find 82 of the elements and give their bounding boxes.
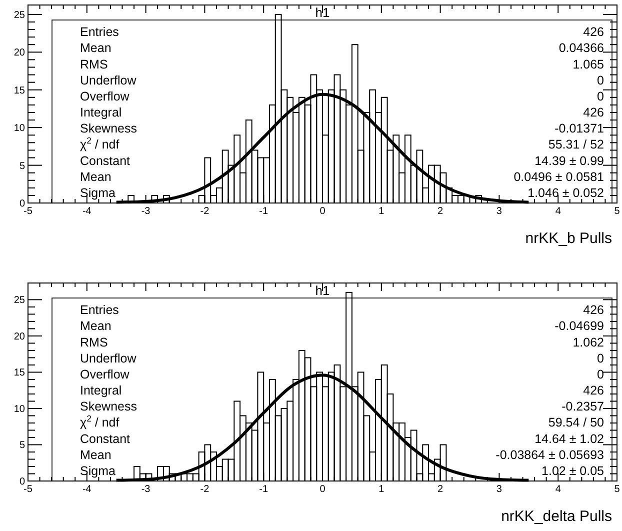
x-tick-label: 5 xyxy=(614,484,620,495)
annotation: Overflow xyxy=(80,89,130,104)
y-tick-label: 5 xyxy=(19,440,26,452)
annotation: RMS xyxy=(80,335,108,350)
annotation: Mean xyxy=(80,448,112,462)
chart-title: h1 xyxy=(315,283,330,298)
x-tick-label: 3 xyxy=(496,484,502,495)
x-tick-label: 0 xyxy=(320,206,326,217)
x-tick-label: -2 xyxy=(200,206,210,217)
x-tick-label: -1 xyxy=(259,206,268,217)
annotation: Mean xyxy=(80,319,112,334)
annotation: Skewness xyxy=(80,122,137,136)
y-tick-label: 15 xyxy=(14,368,26,379)
annotation: 0.04366 xyxy=(558,41,604,56)
annotation: Integral xyxy=(80,106,122,120)
annotation: 0 xyxy=(597,89,604,104)
y-tick-label: 20 xyxy=(14,48,26,59)
x-tick-label: 1 xyxy=(378,484,385,495)
annotation: 1.02 ± 0.05 xyxy=(542,464,604,478)
x-tick-label: 4 xyxy=(555,206,562,217)
annotation: 59.54 / 50 xyxy=(548,416,604,430)
annotation: Mean xyxy=(80,170,112,184)
annotation: -0.04699 xyxy=(554,319,604,334)
y-tick-label: 0 xyxy=(19,476,26,488)
annotation: Sigma xyxy=(80,464,116,478)
annotation: Mean xyxy=(80,41,112,56)
x-tick-label: 5 xyxy=(614,206,620,217)
annotation: 14.39 ± 0.99 xyxy=(534,154,604,168)
annotation: Constant xyxy=(80,154,131,168)
x-tick-label: -4 xyxy=(82,206,92,217)
annotation: 1.046 ± 0.052 xyxy=(528,186,604,200)
x-tick-label: -5 xyxy=(24,206,33,217)
x-tick-label: 2 xyxy=(438,206,444,217)
annotation: Underflow xyxy=(80,351,138,366)
annotation: Overflow xyxy=(80,367,130,382)
y-tick-label: 15 xyxy=(14,85,26,96)
y-tick-label: 0 xyxy=(19,198,26,210)
annotation: -0.2357 xyxy=(562,400,604,414)
x-tick-label: -1 xyxy=(259,484,268,495)
y-tick-label: 20 xyxy=(14,331,26,342)
y-tick-label: 25 xyxy=(14,295,26,306)
x-tick-label: 0 xyxy=(320,484,326,495)
chart-title: h1 xyxy=(315,5,330,20)
x-tick-label: -5 xyxy=(24,484,33,495)
y-tick-label: 25 xyxy=(14,10,26,21)
x-axis-title: nrKK_b Pulls xyxy=(525,230,612,247)
annotation: Sigma xyxy=(80,186,116,200)
x-tick-label: 3 xyxy=(496,206,502,217)
annotation: 14.64 ± 1.02 xyxy=(534,432,604,446)
annotation: 426 xyxy=(583,25,604,40)
annotation: 426 xyxy=(583,106,604,120)
x-tick-label: 2 xyxy=(438,484,444,495)
x-tick-label: 1 xyxy=(378,206,385,217)
annotation: 1.062 xyxy=(572,335,604,350)
y-tick-label: 10 xyxy=(14,404,26,415)
x-axis-title: nrKK_delta Pulls xyxy=(501,508,612,525)
annotation: 0 xyxy=(597,351,604,366)
annotation: χ$^{2}$ / ndf xyxy=(80,414,120,430)
annotation: 1.065 xyxy=(572,57,604,72)
annotation: RMS xyxy=(80,57,108,72)
x-tick-label: -3 xyxy=(141,206,151,217)
annotation: 55.31 / 52 xyxy=(548,138,604,152)
annotation: -0.03864 ± 0.05693 xyxy=(496,448,604,462)
x-tick-label: -3 xyxy=(141,484,151,495)
annotation: Entries xyxy=(80,303,119,318)
annotation: 0 xyxy=(597,367,604,382)
annotation: Skewness xyxy=(80,400,137,414)
x-tick-label: 4 xyxy=(555,484,562,495)
annotation: 426 xyxy=(583,384,604,398)
x-tick-label: -4 xyxy=(82,484,92,495)
y-tick-label: 10 xyxy=(14,123,26,134)
annotation: Constant xyxy=(80,432,131,446)
annotation: Entries xyxy=(80,25,119,40)
y-tick-label: 5 xyxy=(19,160,26,172)
annotation: χ$^{2}$ / ndf xyxy=(80,136,120,152)
annotation: Integral xyxy=(80,384,122,398)
annotation: 426 xyxy=(583,303,604,318)
annotation: Underflow xyxy=(80,73,138,88)
annotation: 0 xyxy=(597,73,604,88)
x-tick-label: -2 xyxy=(200,484,210,495)
annotation: -0.01371 xyxy=(554,122,604,136)
annotation: 0.0496 ± 0.0581 xyxy=(514,170,604,184)
